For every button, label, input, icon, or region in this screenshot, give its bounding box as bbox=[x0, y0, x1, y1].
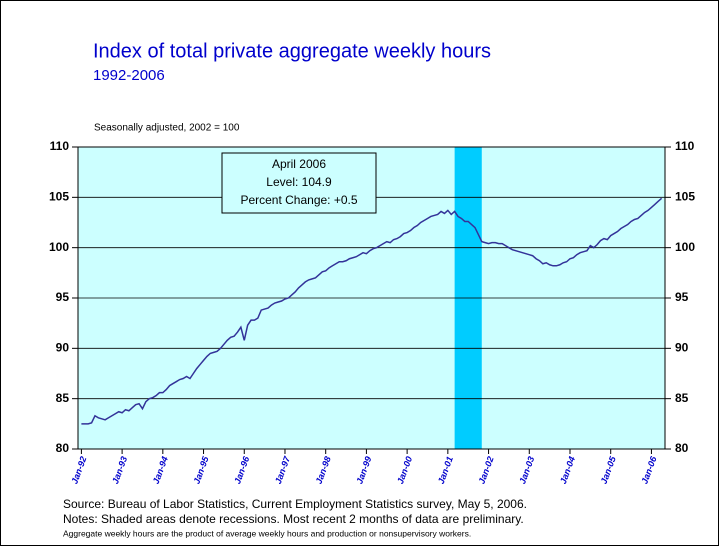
y-tick-label: 100 bbox=[49, 240, 69, 254]
y2-tick-label: 90 bbox=[675, 341, 689, 355]
annotation-text: April 2006 bbox=[272, 157, 326, 171]
note: Seasonally adjusted, 2002 = 100 bbox=[94, 123, 240, 134]
y2-tick-label: 105 bbox=[675, 190, 695, 204]
annotation-text: Level: 104.9 bbox=[266, 175, 332, 189]
y-tick-label: 85 bbox=[56, 391, 70, 405]
y2-tick-label: 85 bbox=[675, 391, 689, 405]
y-tick-label: 80 bbox=[56, 441, 70, 455]
data-line bbox=[81, 197, 663, 425]
footnote: Aggregate weekly hours are the product o… bbox=[63, 528, 471, 538]
y-tick-label: 110 bbox=[50, 139, 70, 153]
y-tick-label: 90 bbox=[56, 341, 70, 355]
y2-tick-label: 95 bbox=[675, 290, 689, 304]
chart-subtitle: 1992-2006 bbox=[93, 67, 165, 84]
y2-tick-label: 80 bbox=[675, 441, 689, 455]
y-tick-label: 95 bbox=[56, 290, 70, 304]
annotation-text: Percent Change: +0.5 bbox=[240, 193, 357, 207]
chart-title: Index of total private aggregate weekly … bbox=[93, 40, 491, 62]
footnote: Notes: Shaded areas denote recessions. M… bbox=[63, 512, 524, 526]
annotation-box bbox=[221, 152, 377, 214]
y-tick-label: 105 bbox=[49, 190, 69, 204]
y2-tick-label: 110 bbox=[675, 139, 695, 153]
footnote: Source: Bureau of Labor Statistics, Curr… bbox=[63, 497, 527, 511]
y2-tick-label: 100 bbox=[675, 240, 695, 254]
plot-border bbox=[77, 146, 666, 450]
